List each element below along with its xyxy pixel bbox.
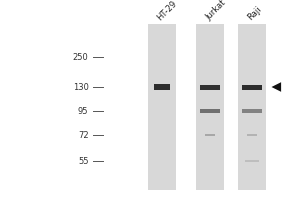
Bar xyxy=(245,160,259,162)
Bar xyxy=(148,24,176,190)
Bar xyxy=(238,24,266,190)
Bar xyxy=(200,109,220,113)
Bar xyxy=(242,109,262,113)
Text: HT-29: HT-29 xyxy=(156,0,179,22)
Text: Jurkat: Jurkat xyxy=(204,0,227,22)
Text: 130: 130 xyxy=(73,83,88,92)
Text: 72: 72 xyxy=(78,130,88,140)
Bar xyxy=(200,84,220,90)
Bar xyxy=(205,134,215,136)
Text: Raji: Raji xyxy=(246,5,263,22)
Bar xyxy=(154,84,170,90)
Bar xyxy=(242,84,262,90)
Bar xyxy=(247,134,257,136)
Text: 95: 95 xyxy=(78,106,88,116)
Text: 250: 250 xyxy=(73,52,88,62)
Text: 55: 55 xyxy=(78,156,88,166)
Polygon shape xyxy=(272,82,281,92)
Bar xyxy=(196,24,224,190)
